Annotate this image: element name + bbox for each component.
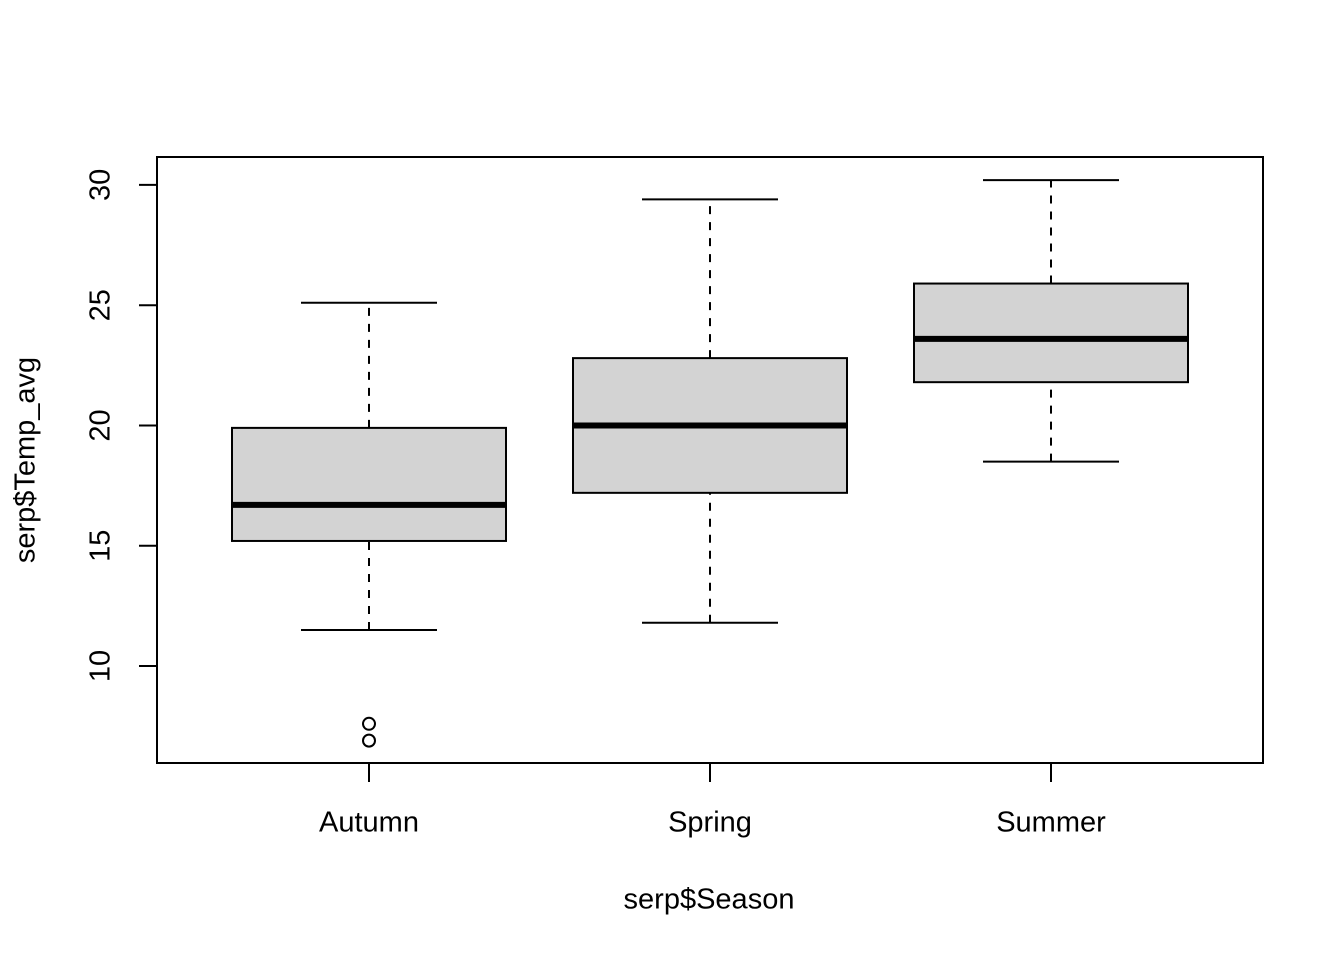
x-axis-label: serp$Season xyxy=(624,884,795,916)
y-tick-label: 15 xyxy=(85,530,117,562)
outlier xyxy=(362,733,376,748)
y-tick-label: 20 xyxy=(85,409,117,441)
x-tick-label: Autumn xyxy=(319,807,419,839)
outlier xyxy=(362,716,376,731)
box xyxy=(913,282,1189,384)
x-tick-label: Spring xyxy=(668,807,752,839)
y-axis-label: serp$Temp_avg xyxy=(10,357,42,563)
box xyxy=(231,426,507,542)
y-tick-label: 30 xyxy=(85,169,117,201)
y-tick-label: 10 xyxy=(85,650,117,682)
y-tick-label: 25 xyxy=(85,289,117,321)
x-tick-label: Summer xyxy=(996,807,1106,839)
